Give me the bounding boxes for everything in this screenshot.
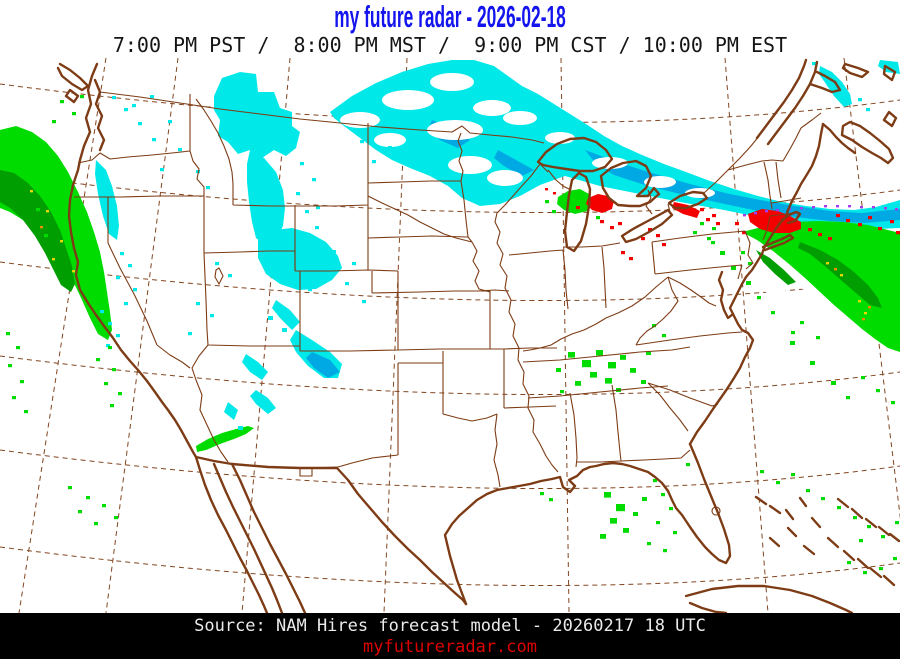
timezone-times: 7:00 PM PST / 8:00 PM MST / 9:00 PM CST …: [112, 33, 788, 57]
atlantic-coast: [688, 246, 766, 446]
footer-bar: Source: NAM Hires forecast model - 20260…: [0, 613, 900, 659]
gulf-coast: [443, 461, 670, 606]
snow-band-core: [585, 150, 900, 223]
page-title: my future radar - 2026-02-18: [334, 0, 566, 34]
chesapeake-bay: [717, 270, 735, 320]
baja-california: [194, 455, 284, 615]
lake-huron: [599, 159, 661, 208]
freezing-rain-michigan: [586, 194, 614, 213]
snow-band-central: [330, 60, 900, 230]
st-lawrence: [755, 58, 897, 146]
rain-shield-northeast: [742, 221, 900, 352]
heavy-rain-specks: [30, 190, 867, 315]
maritimes-coast: [821, 110, 898, 165]
rain-heavy-pnw: [0, 170, 75, 292]
rain-michigan: [557, 189, 592, 214]
florida-coast: [666, 442, 732, 565]
cuba: [684, 584, 854, 615]
new-england-coast: [762, 122, 825, 250]
snow-colorado: [258, 228, 342, 290]
rain-specks: [6, 95, 899, 575]
lake-erie: [620, 208, 674, 244]
freezing-rain-newengland: [748, 209, 801, 233]
snow-idaho-montana: [214, 72, 300, 158]
mexico-gulf-coast: [230, 462, 307, 615]
precipitation-overlay: [0, 60, 900, 575]
long-island: [761, 233, 795, 252]
snow-specks: [100, 62, 870, 430]
pacific-coast: [67, 62, 198, 459]
coastlines: [56, 58, 900, 615]
source-text: Source: NAM Hires forecast model - 20260…: [194, 615, 706, 636]
rain-arizona: [196, 426, 254, 452]
heavier-rain-specks: [40, 226, 871, 321]
website-text: myfutureradar.com: [363, 636, 537, 657]
bahamas-islands: [754, 495, 900, 587]
lake-ontario: [667, 190, 709, 210]
lake-michigan: [563, 171, 592, 253]
freezing-rain-specks: [545, 188, 900, 261]
lake-superior: [536, 136, 614, 173]
freezing-rain-ontario: [672, 202, 700, 218]
us-mexico-border: [194, 455, 468, 606]
puget-sound: [56, 62, 106, 152]
